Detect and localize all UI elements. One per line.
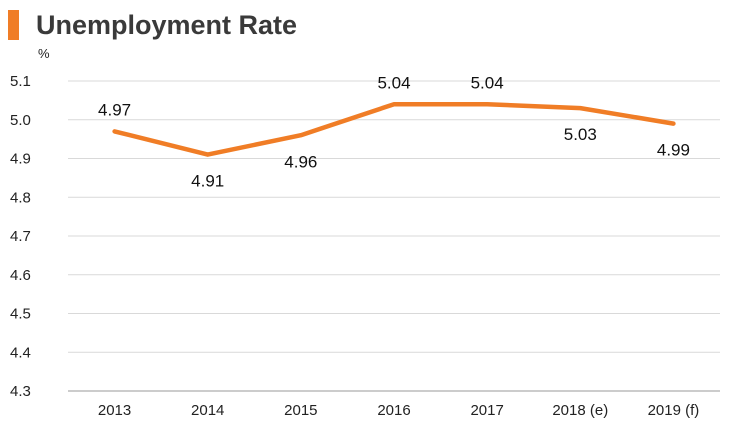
y-tick-label: 4.7 xyxy=(10,228,31,245)
x-tick-label: 2019 (f) xyxy=(648,402,700,419)
data-label: 4.99 xyxy=(657,141,690,160)
x-tick-label: 2013 xyxy=(98,402,131,419)
y-tick-label: 5.1 xyxy=(10,73,31,90)
series-line-unemployment xyxy=(112,101,676,157)
grid-lines xyxy=(68,80,720,392)
title-accent-bar xyxy=(8,10,19,40)
y-tick-label: 4.5 xyxy=(10,306,31,323)
y-tick-label: 4.4 xyxy=(10,344,31,361)
chart-title: Unemployment Rate xyxy=(36,10,298,40)
x-tick-label: 2014 xyxy=(191,402,224,419)
y-tick-label: 4.6 xyxy=(10,267,31,284)
y-axis-ticks: 5.1 5.0 4.9 4.8 4.7 4.6 4.5 4.4 4.3 xyxy=(10,73,31,400)
data-label: 5.03 xyxy=(564,125,597,144)
x-tick-label: 2016 xyxy=(377,402,410,419)
y-tick-label: 5.0 xyxy=(10,112,31,129)
data-label: 4.91 xyxy=(191,172,224,191)
data-label: 4.97 xyxy=(98,100,131,119)
data-label: 5.04 xyxy=(377,73,410,92)
x-axis-ticks: 2013 2014 2015 2016 2017 2018 (e) 2019 (f) xyxy=(98,402,699,419)
data-label: 5.04 xyxy=(471,73,504,92)
y-tick-label: 4.8 xyxy=(10,189,31,206)
x-tick-label: 2015 xyxy=(284,402,317,419)
y-tick-label: 4.9 xyxy=(10,151,31,168)
x-tick-label: 2018 (e) xyxy=(552,402,608,419)
data-label: 4.96 xyxy=(284,152,317,171)
data-labels: 4.97 4.91 4.96 5.04 5.04 5.03 4.99 xyxy=(98,73,690,190)
y-tick-label: 4.3 xyxy=(10,383,31,400)
x-tick-label: 2017 xyxy=(470,402,503,419)
y-axis-unit: % xyxy=(38,46,50,61)
